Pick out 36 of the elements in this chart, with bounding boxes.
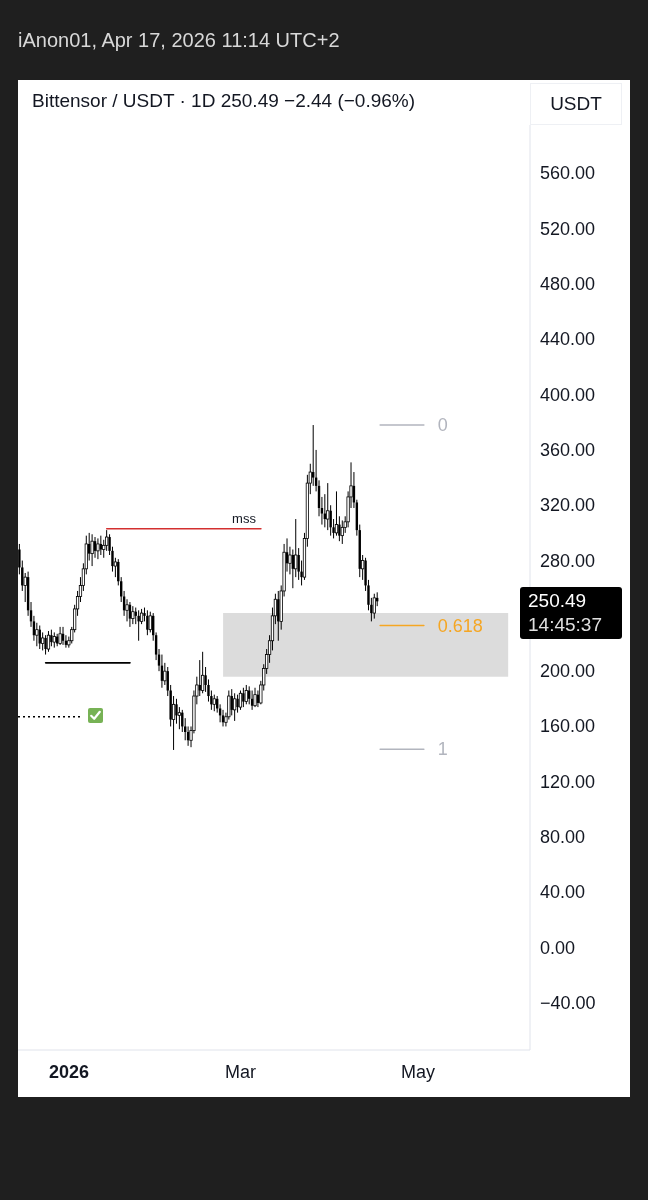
y-tick-label: 520.00: [540, 218, 596, 239]
series-label: 1: [437, 739, 448, 760]
y-tick-label: 40.00: [540, 882, 586, 903]
candlestick: [44, 634, 47, 656]
y-tick-label: −40.00: [540, 992, 596, 1013]
candlestick: [201, 651, 205, 694]
candlestick: [312, 424, 315, 487]
chart-subtitle: iAnon01, Apr 17, 2026 11:14 UTC+2: [18, 28, 340, 52]
y-tick-label: 480.00: [540, 274, 596, 295]
annotation: 250.49: [528, 589, 588, 614]
candlestick: [171, 695, 176, 751]
y-axis-title: USDT: [530, 83, 622, 125]
y-tick-label: 360.00: [540, 439, 596, 460]
y-tick-label: 320.00: [540, 495, 596, 516]
annotation: 14:45:37: [528, 613, 603, 638]
y-tick-label: 280.00: [540, 550, 596, 571]
series-label: 0: [437, 415, 448, 436]
candlestick: [198, 659, 201, 697]
y-tick-label: 160.00: [540, 716, 596, 737]
y-tick-label: 440.00: [540, 329, 596, 350]
y-tick-label: 80.00: [540, 827, 586, 848]
series-label: 0.618: [437, 615, 483, 636]
y-tick-label: 400.00: [540, 384, 596, 405]
y-tick-label: 0.00: [540, 937, 576, 958]
y-tick-label: 200.00: [540, 661, 596, 682]
x-tick-label: May: [400, 1062, 436, 1082]
y-tick-label: 120.00: [540, 771, 596, 792]
chart-title: Bittensor / USDT · 1D 250.49 −2.44 (−0.96%): [32, 89, 416, 113]
candlestick: [96, 537, 100, 560]
x-tick-label: 2026: [48, 1062, 89, 1082]
annotation: mss: [232, 510, 256, 526]
x-tick-label: Mar: [225, 1062, 257, 1082]
y-tick-label: 560.00: [540, 163, 596, 184]
candlestick: [242, 687, 245, 708]
candlestick: [175, 698, 178, 725]
candlestick: [253, 687, 257, 708]
